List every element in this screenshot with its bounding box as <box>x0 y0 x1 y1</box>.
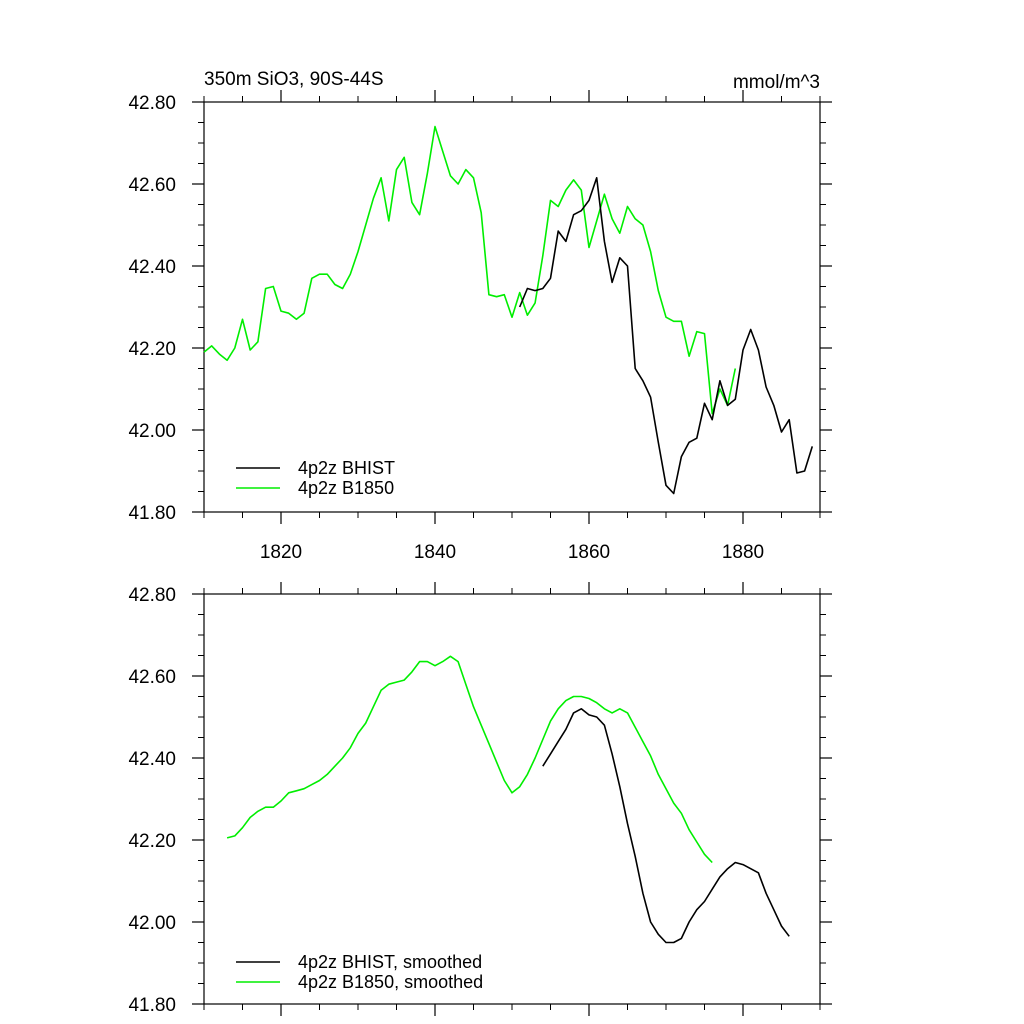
legend-label: 4p2z BHIST, smoothed <box>298 952 482 972</box>
y-tick-label: 42.00 <box>128 421 176 442</box>
legend-label: 4p2z B1850, smoothed <box>298 972 483 992</box>
y-tick-label: 42.80 <box>128 93 176 114</box>
y-tick-label: 41.80 <box>128 995 176 1016</box>
top-panel: 1820 1840 1860 1880 41.80 42.00 42.20 42.40 42.6… <box>128 90 832 563</box>
y-tick-label: 42.60 <box>128 175 176 196</box>
series-line-bhist <box>542 707 790 944</box>
x-tick-label: 1820 <box>260 542 302 563</box>
bottom-panel: 41.80 42.00 42.20 42.40 42.60 42.80 4p2z BHIST… <box>128 582 832 1016</box>
y-tick-label: 42.60 <box>128 667 176 688</box>
series-line-b1850 <box>226 655 713 864</box>
x-tick-label: 1860 <box>568 542 610 563</box>
y-tick-label: 42.40 <box>128 749 176 770</box>
plot-frame <box>203 593 821 1005</box>
legend-label: 4p2z BHIST <box>298 458 395 478</box>
chart-title: 350m SiO3, 90S-44S <box>204 69 384 90</box>
legend-label: 4p2z B1850 <box>298 478 394 498</box>
y-tick-label: 42.20 <box>128 339 176 360</box>
x-tick-label: 1880 <box>722 542 764 563</box>
y-tick-label: 42.20 <box>128 831 176 852</box>
plot-frame <box>203 101 821 513</box>
x-tick-label: 1840 <box>414 542 456 563</box>
series-line-bhist <box>518 177 814 495</box>
y-tick-label: 42.40 <box>128 257 176 278</box>
y-tick-label: 41.80 <box>128 503 176 524</box>
y-tick-label: 42.00 <box>128 913 176 934</box>
y-tick-label: 42.80 <box>128 585 176 606</box>
series-line-b1850 <box>203 125 737 415</box>
units-label: mmol/m^3 <box>733 72 820 93</box>
